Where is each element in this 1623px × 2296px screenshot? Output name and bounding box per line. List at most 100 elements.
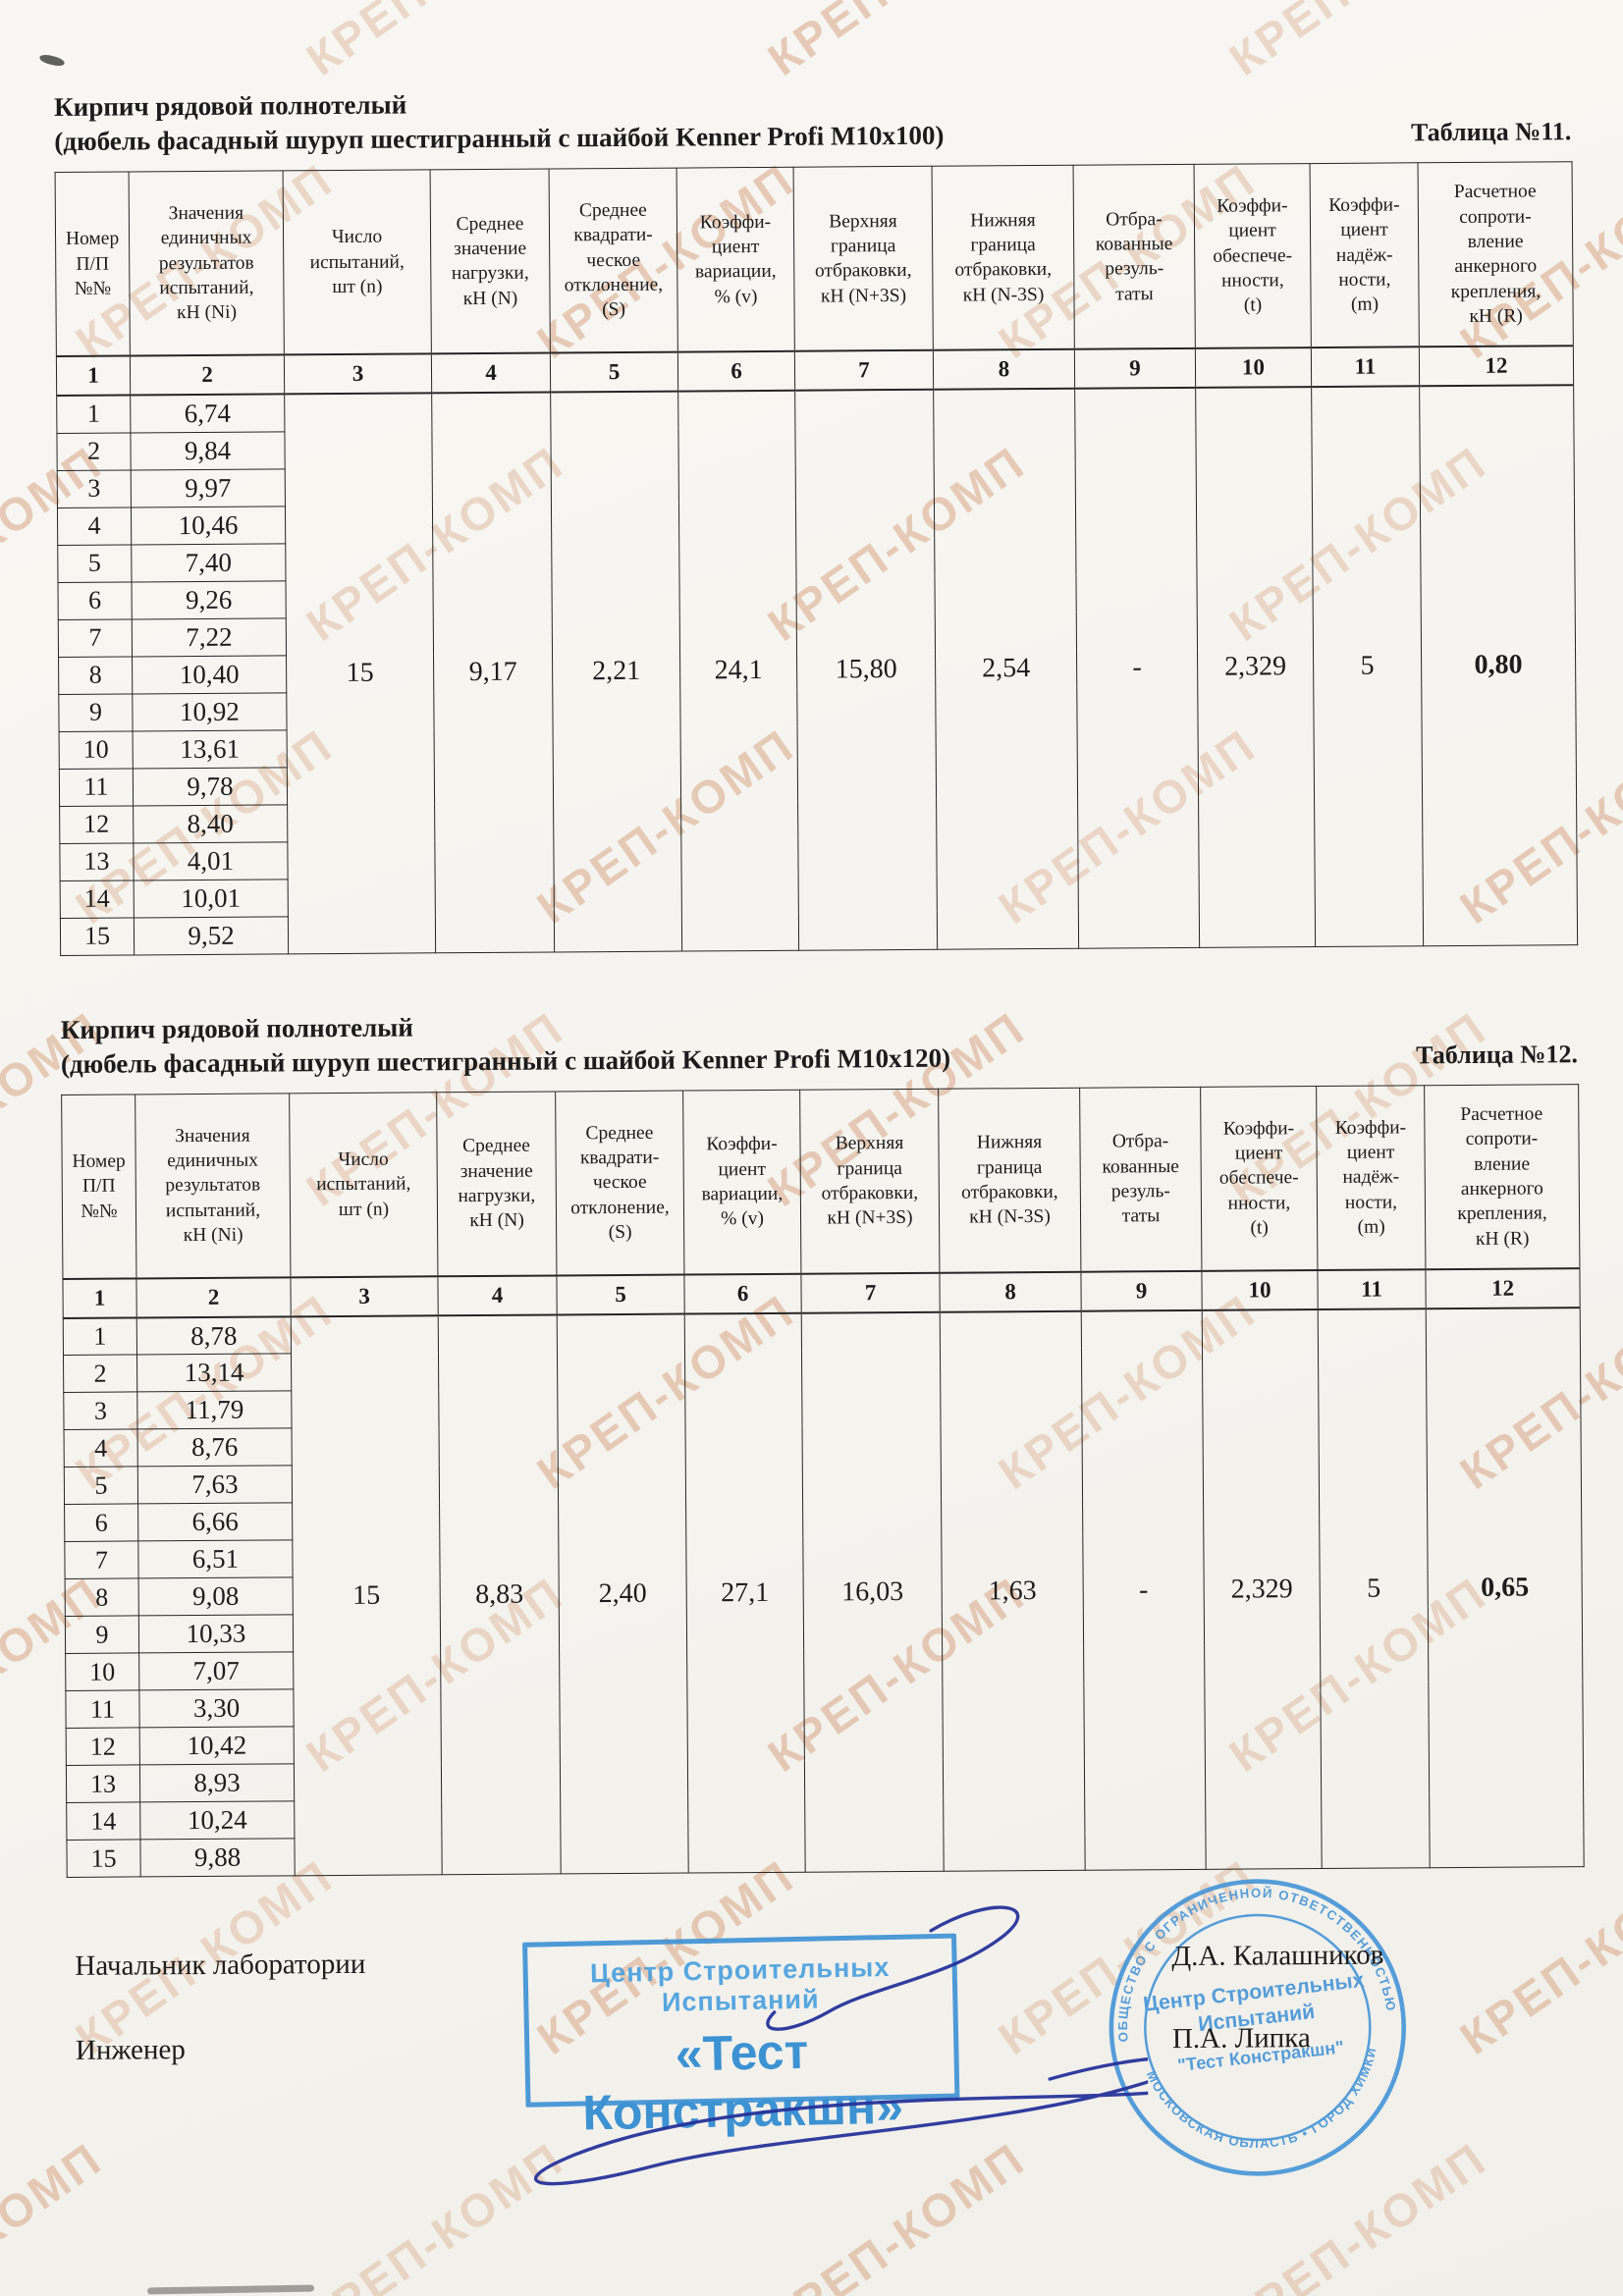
col-number-9: 9: [1080, 1270, 1203, 1311]
row-number: 15: [60, 917, 135, 956]
col-number-5: 5: [550, 351, 678, 393]
summary-rejected-results: -: [1081, 1309, 1207, 1871]
col-number-4: 4: [431, 352, 551, 394]
summary-lower-bound: 1,63: [940, 1310, 1086, 1872]
row-number: 6: [64, 1504, 138, 1542]
col-header-4: Среднее значение нагрузки, кН (N): [430, 169, 551, 354]
row-number: 8: [65, 1578, 139, 1617]
summary-mean-load: 8,83: [438, 1314, 562, 1876]
single-result-value: 9,08: [138, 1577, 294, 1617]
summary-design-resistance: 0,65: [1426, 1308, 1585, 1869]
row-number: 15: [66, 1840, 141, 1878]
col-header-9: Отбра- кованные резуль- таты: [1079, 1087, 1202, 1272]
single-result-value: 13,14: [136, 1354, 292, 1393]
results-table-11: Номер П/П №№ Значения единичных результат…: [55, 161, 1579, 956]
single-result-value: 6,51: [137, 1540, 294, 1579]
role-engineer: Инженер: [75, 2034, 186, 2067]
row-number: 13: [66, 1765, 140, 1803]
summary-coef-t: 2,329: [1202, 1308, 1323, 1870]
single-result-value: 7,40: [131, 543, 286, 582]
row-number: 5: [57, 544, 132, 583]
col-number-7: 7: [800, 1272, 941, 1313]
single-result-value: 13,61: [133, 729, 288, 769]
summary-mean-load: 9,17: [431, 392, 555, 953]
single-result-value: 7,07: [138, 1652, 294, 1691]
single-result-value: 8,78: [136, 1316, 292, 1356]
row-number: 3: [57, 469, 132, 508]
fastener-subtitle-12: (дюбель фасадный шуруп шестигранный с ша…: [60, 1042, 951, 1079]
footer: Начальник лаборатории Инженер Центр Стро…: [67, 1871, 1586, 2218]
single-result-value: 10,01: [134, 879, 289, 918]
table-number-label-12: Таблица №12.: [1416, 1040, 1578, 1070]
single-result-value: 8,76: [137, 1428, 293, 1468]
col-number-4: 4: [437, 1275, 558, 1316]
col-header-10: Коэффи- циент обеспече- нности, (t): [1200, 1086, 1318, 1271]
col-header-8: Нижняя граница отбраковки, кН (N-3S): [932, 165, 1075, 350]
summary-variation-coef: 27,1: [684, 1312, 806, 1874]
row-number: 10: [59, 730, 134, 770]
col-number-8: 8: [939, 1271, 1082, 1312]
single-result-value: 10,40: [132, 655, 287, 694]
single-result-value: 7,63: [137, 1466, 293, 1505]
col-number-11: 11: [1317, 1269, 1427, 1309]
row-number: 6: [57, 581, 133, 620]
single-result-value: 9,52: [134, 916, 289, 955]
row-number: 7: [58, 618, 133, 658]
col-header-9: Отбра- кованные резуль- таты: [1073, 164, 1196, 349]
col-number-8: 8: [933, 348, 1075, 390]
watermark-text: КРЕП-КОМП: [297, 0, 573, 86]
col-number-12: 12: [1425, 1268, 1581, 1309]
col-number-11: 11: [1311, 347, 1420, 388]
single-result-value: 9,26: [131, 580, 287, 619]
results-table-12: Номер П/П №№ Значения единичных результат…: [61, 1084, 1585, 1878]
summary-std-deviation: 2,40: [557, 1313, 689, 1875]
col-number-5: 5: [556, 1274, 685, 1315]
col-header-2: Значения единичных результатов испытаний…: [135, 1093, 291, 1279]
col-header-11: Коэффи- циент надёж- ности, (m): [1316, 1085, 1426, 1270]
col-header-3: Число испытаний, шт (n): [289, 1092, 438, 1278]
row-number: 3: [63, 1392, 138, 1430]
col-header-2: Значения единичных результатов испытаний…: [129, 171, 285, 356]
row-number: 9: [65, 1616, 139, 1654]
single-result-value: 7,22: [132, 617, 287, 657]
col-number-2: 2: [130, 354, 285, 396]
single-result-value: 10,42: [139, 1727, 295, 1766]
fastener-subtitle-11: (дюбель фасадный шуруп шестигранный с ша…: [54, 120, 945, 157]
single-result-value: 6,74: [130, 394, 285, 433]
col-header-5: Среднее квадрати- ческое отклонение, (S): [549, 168, 678, 353]
row-number: 14: [66, 1802, 140, 1841]
col-header-8: Нижняя граница отбраковки, кН (N-3S): [938, 1088, 1081, 1273]
single-result-value: 3,30: [138, 1689, 295, 1729]
col-number-10: 10: [1195, 347, 1312, 389]
summary-rejected-results: -: [1074, 388, 1200, 948]
summary-lower-bound: 2,54: [933, 388, 1079, 949]
col-header-3: Число испытаний, шт (n): [283, 170, 432, 355]
row-number: 5: [64, 1467, 138, 1505]
col-number-2: 2: [135, 1277, 292, 1318]
table-number-label-11: Таблица №11.: [1410, 117, 1572, 147]
row-number: 1: [56, 395, 131, 434]
row-number: 11: [59, 768, 134, 807]
signatory-name-lipka: П.А. Липка: [1171, 2022, 1311, 2056]
summary-std-deviation: 2,21: [550, 391, 682, 952]
col-header-6: Коэффи- циент вариации, % (v): [682, 1090, 801, 1275]
row-number: 14: [60, 880, 135, 919]
single-result-value: 8,40: [133, 804, 288, 843]
col-number-10: 10: [1201, 1269, 1319, 1310]
col-number-6: 6: [683, 1273, 802, 1314]
watermark-text: КРЕП-КОМП: [758, 0, 1035, 86]
table-block-12: Кирпич рядовой полнотелый (дюбель фасадны…: [60, 1002, 1585, 1878]
single-result-value: 10,46: [131, 506, 286, 545]
row-number: 2: [63, 1355, 137, 1393]
single-result-value: 10,33: [138, 1615, 294, 1654]
col-number-1: 1: [56, 355, 131, 397]
col-number-6: 6: [677, 350, 795, 392]
col-header-1: Номер П/П №№: [61, 1094, 136, 1279]
row-number: 10: [65, 1653, 139, 1691]
single-result-value: 9,97: [131, 468, 286, 507]
col-number-12: 12: [1419, 346, 1574, 387]
col-header-12: Расчетное сопроти- вление анкерного креп…: [1424, 1084, 1580, 1270]
single-result-value: 9,78: [133, 767, 288, 806]
single-result-value: 11,79: [136, 1391, 293, 1430]
